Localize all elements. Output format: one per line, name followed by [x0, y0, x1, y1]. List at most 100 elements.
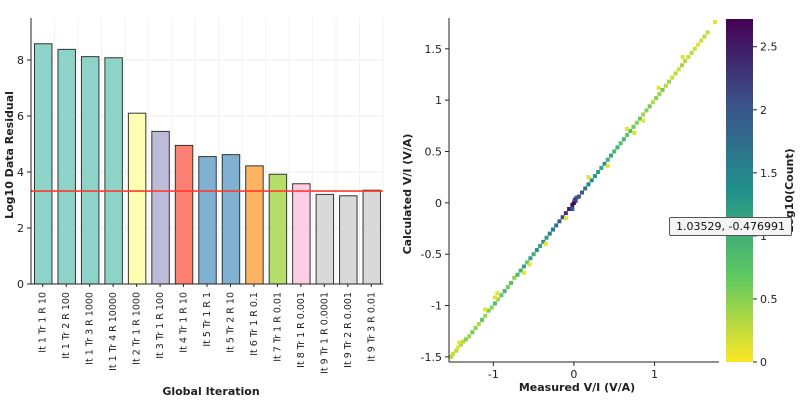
- heatmap-cell: [544, 235, 549, 240]
- y-axis-title: Log10 Data Residual: [3, 91, 16, 219]
- x-tick-label: It 6 Tr 1 R 0.1: [249, 292, 260, 356]
- heatmap-cell: [673, 71, 678, 76]
- heatmap-cell: [467, 334, 472, 339]
- heatmap-cell: [586, 182, 591, 187]
- bar: [34, 43, 53, 285]
- x-tick-label: 0: [570, 368, 577, 381]
- heatmap-cell: [543, 241, 548, 246]
- y-tick-label: 4: [17, 166, 24, 179]
- heatmap-cell: [538, 243, 543, 248]
- bar: [57, 48, 76, 285]
- heatmap-cell: [663, 83, 668, 88]
- bar: [292, 183, 311, 285]
- heatmap-cell: [454, 348, 459, 353]
- heatmap-cell: [525, 260, 530, 265]
- y-tick-label: 0.5: [425, 145, 443, 158]
- heatmap-cell: [692, 46, 697, 51]
- colorbar-scale: [726, 19, 753, 362]
- x-tick-label: It 1 Tr 1 R 10: [38, 292, 49, 353]
- colorbar-tick-label: 2.5: [760, 41, 778, 54]
- heatmap-cell: [656, 85, 661, 90]
- heatmap-cell: [502, 289, 507, 294]
- heatmap-cell: [574, 195, 579, 200]
- heatmap-cell: [492, 301, 497, 306]
- bar: [104, 57, 123, 285]
- heatmap-cell: [515, 272, 520, 277]
- heatmap-cell: [615, 145, 620, 150]
- heatmap-cell: [660, 87, 665, 92]
- heatmap-cell: [470, 330, 475, 335]
- heatmap-cell: [683, 59, 688, 64]
- x-tick-label: It 8 Tr 1 R 0.001: [296, 292, 307, 368]
- heatmap-cell: [602, 161, 607, 166]
- colorbar-tick-label: 1.5: [760, 167, 778, 180]
- x-tick-label: -1: [488, 368, 499, 381]
- heatmap-cell: [670, 75, 675, 80]
- heatmap-cell: [483, 307, 488, 312]
- x-tick-label: It 4 Tr 1 R 10: [179, 292, 190, 353]
- heatmap-cell: [527, 262, 532, 267]
- x-tick-label: It 2 Tr 1 R 1000: [132, 292, 143, 365]
- heatmap-cell: [689, 50, 694, 55]
- y-tick-label: -1: [431, 300, 442, 313]
- bar: [174, 144, 194, 285]
- heatmap-cell: [457, 340, 462, 345]
- heatmap-cell: [483, 313, 488, 318]
- y-tick-label: 0: [435, 197, 442, 210]
- heatmap-cell: [680, 55, 685, 60]
- heatmap-cell: [679, 63, 684, 68]
- colorbar-tick-label: 0: [760, 356, 767, 369]
- heatmap-cell: [476, 322, 481, 327]
- heatmap-cell: [480, 317, 485, 322]
- bar-chart: 0 2 4 6 8 It 1 Tr 1 R 10 It 1 Tr 2 R 100 It 1 T…: [3, 18, 384, 398]
- x-tick-label: It 9 Tr 1 R 0.0001: [319, 292, 330, 374]
- heatmap-cell: [641, 118, 646, 123]
- heatmap-chart: -1.5 -1 -0.5 0 0.5 1 1.5 -1 0 1 Measured V/I (V/A)…: [401, 18, 719, 394]
- bar: [80, 56, 100, 285]
- heatmap-cell: [589, 178, 594, 183]
- bar: [198, 156, 217, 285]
- x-tick-label: It 1 Tr 4 R 10000: [108, 292, 119, 371]
- heatmap-cell: [489, 305, 494, 310]
- heatmap-cell: [625, 126, 630, 131]
- heatmap-cell: [495, 291, 500, 296]
- heatmap-cell: [625, 133, 630, 138]
- heatmap-cell: [572, 197, 577, 202]
- heatmap-cell: [596, 170, 601, 175]
- heatmap-cell: [521, 264, 526, 269]
- y-tick-label: 0: [17, 278, 24, 291]
- heatmap-cell: [621, 137, 626, 142]
- heatmap-cell: [499, 293, 504, 298]
- x-tick-label: 1: [651, 368, 658, 381]
- y-tick-label: -0.5: [421, 248, 442, 261]
- heatmap-cell: [571, 200, 576, 205]
- colorbar-tick-label: 2: [760, 104, 767, 117]
- heatmap-cell: [563, 211, 568, 216]
- y-tick-label: 1: [435, 94, 442, 107]
- hover-tooltip: 1.03529, -0.476991: [669, 217, 792, 236]
- y-tick-label: -1.5: [421, 351, 442, 364]
- heatmap-cell: [461, 339, 466, 344]
- y-tick-label: 8: [17, 54, 24, 67]
- heatmap-cell: [579, 190, 584, 195]
- bar: [151, 130, 170, 285]
- x-axis-title: Global Iteration: [162, 385, 259, 398]
- heatmap-cell: [570, 206, 575, 211]
- heatmap-cell: [563, 216, 568, 221]
- x-tick-label: It 5 Tr 2 R 10: [225, 292, 236, 353]
- heatmap-cell: [650, 100, 655, 105]
- heatmap-cell: [632, 131, 637, 136]
- heatmap-cell: [509, 280, 514, 285]
- colorbar-title: Log10(Count): [783, 148, 796, 232]
- heatmap-cell: [567, 206, 572, 211]
- y-tick-label: 1.5: [425, 43, 443, 56]
- bar: [245, 165, 264, 285]
- heatmap-cell: [449, 354, 454, 359]
- x-tick-label: It 9 Tr 2 R 0.001: [343, 292, 354, 368]
- heatmap-cell: [583, 186, 588, 191]
- bar: [127, 112, 147, 285]
- heatmap-cell: [605, 163, 610, 168]
- heatmap-cell: [592, 174, 597, 179]
